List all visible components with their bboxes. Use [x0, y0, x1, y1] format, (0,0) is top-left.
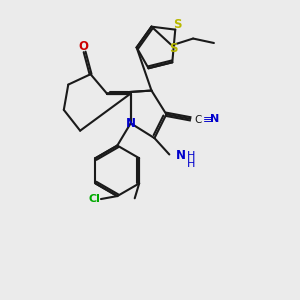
Text: N: N: [126, 117, 136, 130]
Text: S: S: [169, 42, 177, 55]
Text: ≡: ≡: [203, 115, 212, 125]
Text: N: N: [210, 114, 220, 124]
Text: C: C: [194, 115, 201, 125]
Text: Cl: Cl: [88, 194, 101, 204]
Text: H: H: [187, 159, 195, 169]
Text: N: N: [176, 149, 186, 162]
Text: O: O: [78, 40, 88, 53]
Text: H: H: [187, 151, 195, 161]
Text: S: S: [173, 18, 182, 31]
